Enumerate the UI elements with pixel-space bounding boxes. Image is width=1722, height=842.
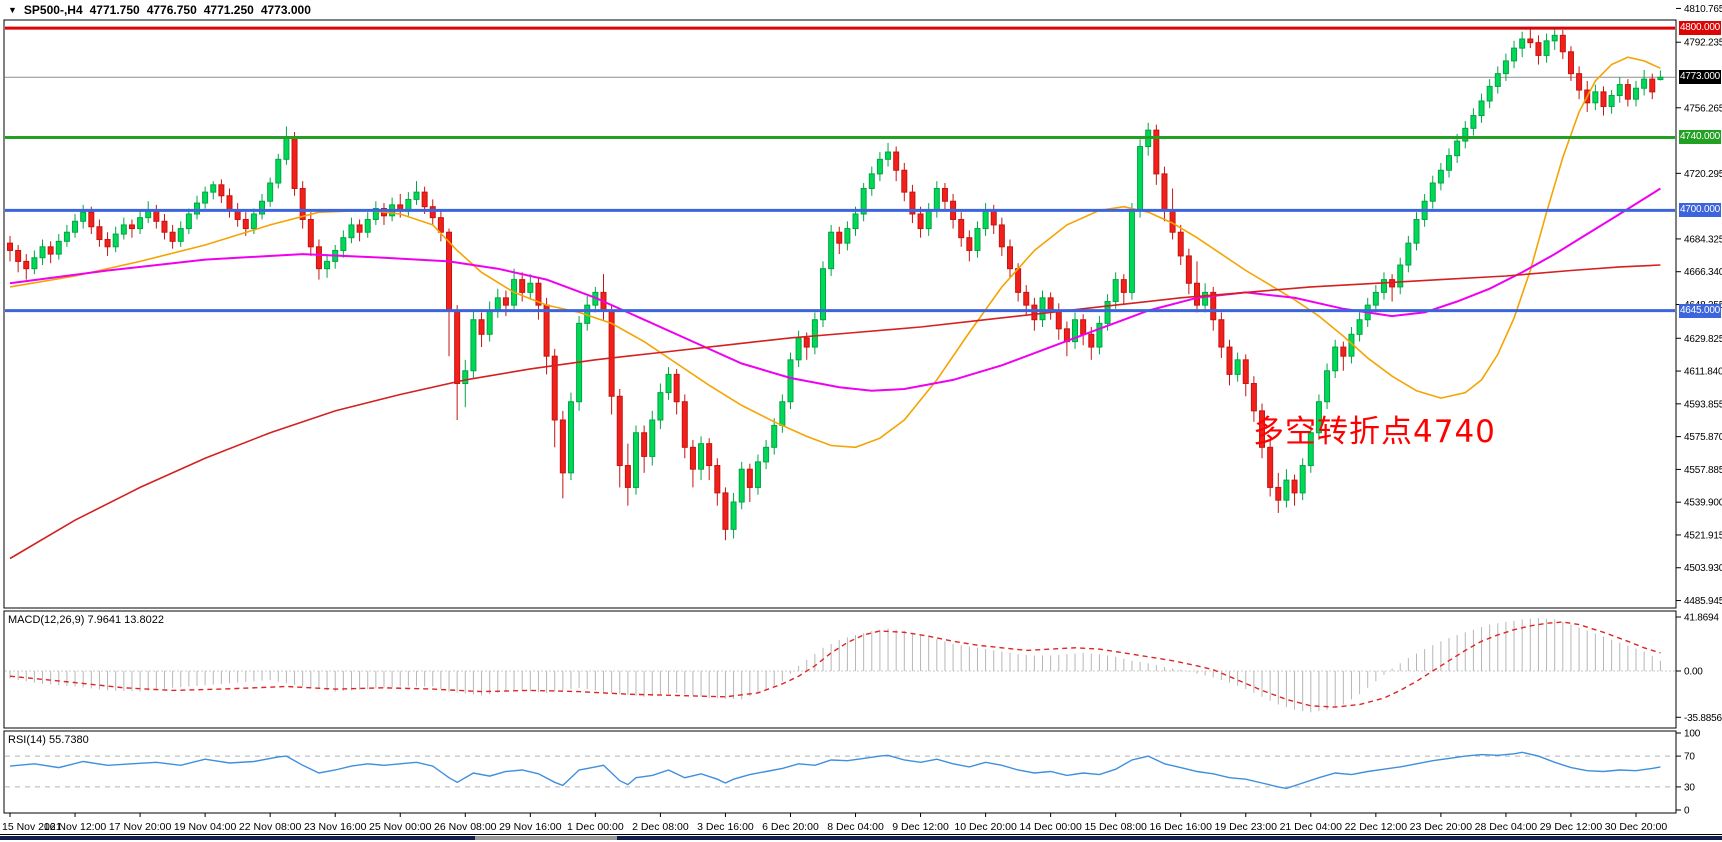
rsi-tick-label: 70	[1684, 752, 1695, 763]
ohlc-close: 4773.000	[260, 3, 311, 17]
time-tick-label: 23 Nov 16:00	[304, 821, 367, 833]
time-tick-label: 25 Nov 00:00	[369, 821, 432, 833]
macd-panel[interactable]: 41.8694 0.00 -35.8856	[5, 612, 1722, 724]
price-tick-label: 4575.870	[1684, 432, 1722, 443]
panel-frames	[3, 19, 1677, 814]
ma-line-medium	[9, 187, 1661, 392]
time-tick-label: 23 Dec 20:00	[1410, 821, 1473, 833]
price-tick-label: 4539.900	[1684, 498, 1722, 509]
price-tick-label: 4810.765	[1684, 4, 1722, 15]
rsi-panel[interactable]: 100 70 30 0	[5, 729, 1701, 817]
taskbar-strip	[0, 836, 1722, 840]
macd-tick-label: 41.8694	[1684, 612, 1719, 623]
price-badge-4800.000: 4800.000	[1679, 21, 1721, 35]
price-badge-4645.000: 4645.000	[1679, 304, 1721, 318]
price-badge-4740.000: 4740.000	[1679, 130, 1721, 144]
price-tick-label: 4756.265	[1684, 103, 1722, 114]
time-tick-label: 26 Nov 08:00	[434, 821, 497, 833]
price-tick-label: 4503.930	[1684, 563, 1722, 574]
time-tick-label: 22 Dec 12:00	[1345, 821, 1408, 833]
symbol-name: SP500-,H4	[23, 3, 83, 17]
rsi-line	[9, 751, 1661, 790]
rsi-tick-label: 100	[1684, 729, 1701, 740]
taskbar-strip-segment	[475, 836, 617, 840]
time-tick-label: 8 Dec 04:00	[827, 821, 884, 833]
price-tick-label: 4611.840	[1684, 367, 1722, 378]
ohlc-low: 4771.250	[203, 3, 254, 17]
time-tick-label: 16 Dec 16:00	[1149, 821, 1212, 833]
time-tick-label: 30 Dec 20:00	[1605, 821, 1668, 833]
ma-line-slow	[9, 264, 1661, 560]
price-tick-label: 4720.295	[1684, 169, 1722, 180]
ohlc-high: 4776.750	[146, 3, 197, 17]
time-tick-label: 22 Nov 08:00	[239, 821, 302, 833]
time-tick-label: 21 Dec 04:00	[1280, 821, 1343, 833]
price-tick-label: 4485.945	[1684, 596, 1722, 607]
price-tick-label: 4684.325	[1684, 234, 1722, 245]
time-tick-label: 2 Dec 08:00	[632, 821, 689, 833]
time-tick-label: 14 Dec 00:00	[1019, 821, 1082, 833]
time-tick-label: 15 Dec 08:00	[1084, 821, 1147, 833]
ma-line-fast	[9, 56, 1661, 449]
rsi-tick-label: 0	[1684, 806, 1690, 817]
symbol-ohlc-header: ▼ SP500-,H4 4771.750 4776.750 4771.250 4773.0…	[8, 3, 311, 17]
time-tick-label: 15 Nov 2021	[2, 821, 62, 833]
time-tick-label: 1 Dec 00:00	[567, 821, 624, 833]
price-badge-4773.000: 4773.000	[1679, 70, 1721, 84]
time-tick-label: 28 Dec 04:00	[1475, 821, 1538, 833]
time-tick-label: 19 Nov 04:00	[174, 821, 237, 833]
macd-indicator-label: MACD(12,26,9) 7.9641 13.8022	[8, 614, 164, 626]
macd-signal-line	[9, 621, 1661, 708]
price-tick-label: 4629.825	[1684, 334, 1722, 345]
price-badge-4700.000: 4700.000	[1679, 203, 1721, 217]
time-tick-label: 17 Nov 20:00	[109, 821, 172, 833]
time-tick-label: 6 Dec 20:00	[762, 821, 819, 833]
time-tick-label: 29 Nov 16:00	[499, 821, 562, 833]
time-tick-label: 29 Dec 12:00	[1540, 821, 1603, 833]
time-tick-label: 16 Nov 12:00	[44, 821, 107, 833]
rsi-tick-label: 30	[1684, 782, 1695, 793]
price-tick-label: 4792.235	[1684, 38, 1722, 49]
time-tick-label: 9 Dec 12:00	[892, 821, 949, 833]
price-tick-label: 4557.885	[1684, 465, 1722, 476]
price-tick-label: 4666.340	[1684, 267, 1722, 278]
chart-annotation-text: 多空转折点4740	[1253, 414, 1496, 450]
symbol-dropdown-icon[interactable]: ▼	[8, 5, 17, 15]
ohlc-open: 4771.750	[89, 3, 140, 17]
window-bottom-border	[0, 834, 1722, 835]
price-tick-label: 4593.855	[1684, 399, 1722, 410]
price-tick-label: 4521.915	[1684, 530, 1722, 541]
macd-tick-label: -35.8856	[1684, 713, 1722, 724]
time-tick-label: 3 Dec 16:00	[697, 821, 754, 833]
rsi-indicator-label: RSI(14) 55.7380	[8, 734, 89, 746]
time-tick-label: 10 Dec 20:00	[954, 821, 1017, 833]
macd-tick-label: 0.00	[1684, 667, 1703, 678]
time-tick-label: 19 Dec 23:00	[1215, 821, 1278, 833]
horizontal-levels	[5, 26, 1675, 313]
